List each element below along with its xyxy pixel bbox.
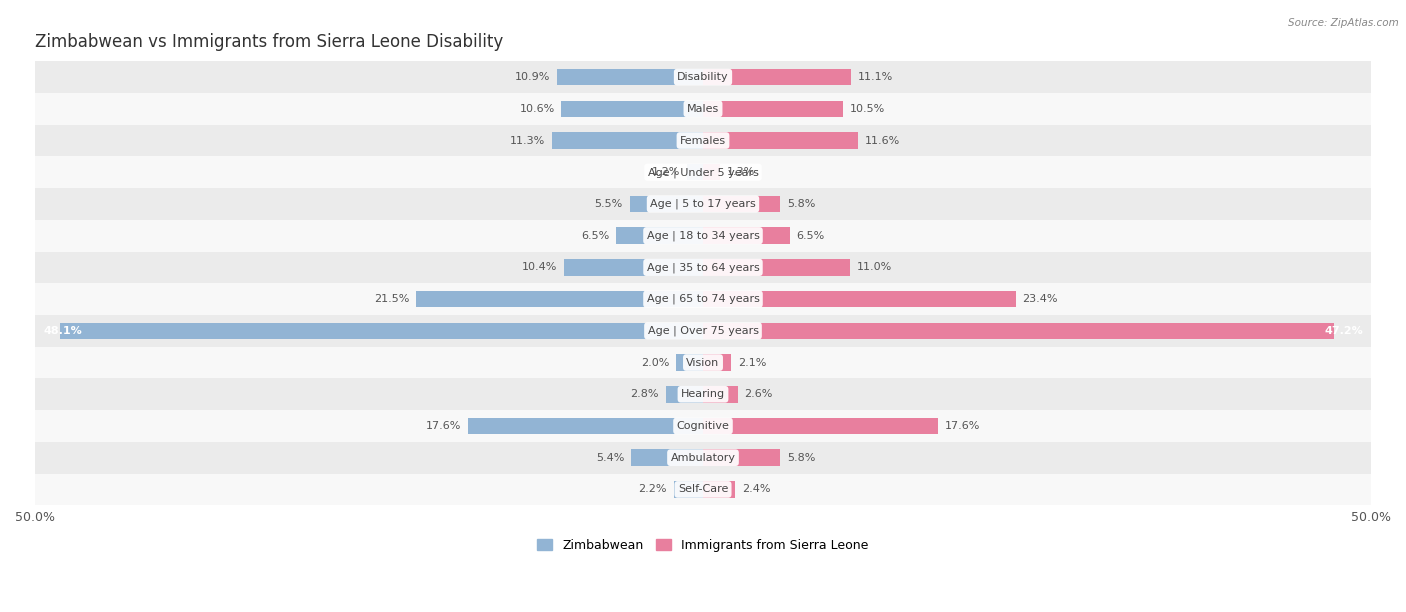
Bar xyxy=(665,386,703,403)
Text: 2.0%: 2.0% xyxy=(641,357,669,368)
Text: Age | 65 to 74 years: Age | 65 to 74 years xyxy=(647,294,759,304)
Bar xyxy=(35,474,1371,506)
Bar xyxy=(703,354,731,371)
Bar xyxy=(703,100,844,117)
Text: 23.4%: 23.4% xyxy=(1022,294,1057,304)
Text: 2.2%: 2.2% xyxy=(638,485,666,494)
Text: 5.4%: 5.4% xyxy=(596,453,624,463)
Text: 6.5%: 6.5% xyxy=(797,231,825,241)
Text: Self-Care: Self-Care xyxy=(678,485,728,494)
Bar xyxy=(468,418,703,435)
Bar xyxy=(703,323,1334,339)
Text: 6.5%: 6.5% xyxy=(581,231,609,241)
Bar xyxy=(703,69,851,85)
Bar xyxy=(35,442,1371,474)
Text: 5.5%: 5.5% xyxy=(595,199,623,209)
Text: 11.0%: 11.0% xyxy=(856,263,891,272)
Text: 1.2%: 1.2% xyxy=(652,167,681,177)
Bar xyxy=(553,132,703,149)
Text: 11.3%: 11.3% xyxy=(510,135,546,146)
Bar xyxy=(703,481,735,498)
Bar xyxy=(703,418,938,435)
Text: 10.9%: 10.9% xyxy=(516,72,551,82)
Text: 5.8%: 5.8% xyxy=(787,199,815,209)
Bar xyxy=(564,259,703,275)
Text: 5.8%: 5.8% xyxy=(787,453,815,463)
Text: 11.1%: 11.1% xyxy=(858,72,893,82)
Text: 1.3%: 1.3% xyxy=(727,167,755,177)
Text: 47.2%: 47.2% xyxy=(1324,326,1362,336)
Bar xyxy=(703,196,780,212)
Bar xyxy=(60,323,703,339)
Text: 2.8%: 2.8% xyxy=(630,389,659,399)
Bar xyxy=(688,164,703,181)
Bar xyxy=(561,100,703,117)
Bar xyxy=(35,346,1371,378)
Text: 48.1%: 48.1% xyxy=(44,326,82,336)
Text: 2.1%: 2.1% xyxy=(738,357,766,368)
Bar xyxy=(35,157,1371,188)
Bar xyxy=(676,354,703,371)
Text: Ambulatory: Ambulatory xyxy=(671,453,735,463)
Bar xyxy=(35,61,1371,93)
Bar xyxy=(673,481,703,498)
Text: Age | Under 5 years: Age | Under 5 years xyxy=(648,167,758,177)
Text: 17.6%: 17.6% xyxy=(426,421,461,431)
Bar xyxy=(35,93,1371,125)
Text: Source: ZipAtlas.com: Source: ZipAtlas.com xyxy=(1288,18,1399,28)
Text: Zimbabwean vs Immigrants from Sierra Leone Disability: Zimbabwean vs Immigrants from Sierra Leo… xyxy=(35,34,503,51)
Text: 11.6%: 11.6% xyxy=(865,135,900,146)
Bar xyxy=(703,449,780,466)
Bar xyxy=(35,283,1371,315)
Bar xyxy=(557,69,703,85)
Bar xyxy=(35,220,1371,252)
Text: 2.6%: 2.6% xyxy=(744,389,773,399)
Bar xyxy=(35,188,1371,220)
Text: 2.4%: 2.4% xyxy=(742,485,770,494)
Bar xyxy=(35,410,1371,442)
Text: 17.6%: 17.6% xyxy=(945,421,980,431)
Text: Age | 5 to 17 years: Age | 5 to 17 years xyxy=(650,199,756,209)
Text: Cognitive: Cognitive xyxy=(676,421,730,431)
Bar xyxy=(630,196,703,212)
Bar xyxy=(616,228,703,244)
Bar xyxy=(416,291,703,307)
Text: 10.5%: 10.5% xyxy=(851,104,886,114)
Text: Hearing: Hearing xyxy=(681,389,725,399)
Text: Vision: Vision xyxy=(686,357,720,368)
Bar xyxy=(703,291,1015,307)
Text: 10.4%: 10.4% xyxy=(522,263,557,272)
Bar xyxy=(35,252,1371,283)
Bar xyxy=(703,132,858,149)
Bar xyxy=(35,378,1371,410)
Text: Age | Over 75 years: Age | Over 75 years xyxy=(648,326,758,336)
Text: Females: Females xyxy=(681,135,725,146)
Text: Males: Males xyxy=(688,104,718,114)
Text: 21.5%: 21.5% xyxy=(374,294,409,304)
Bar xyxy=(35,125,1371,157)
Bar xyxy=(703,164,720,181)
Text: Disability: Disability xyxy=(678,72,728,82)
Bar xyxy=(703,259,851,275)
Text: 10.6%: 10.6% xyxy=(519,104,555,114)
Bar xyxy=(35,315,1371,346)
Text: Age | 18 to 34 years: Age | 18 to 34 years xyxy=(647,231,759,241)
Text: Age | 35 to 64 years: Age | 35 to 64 years xyxy=(647,262,759,273)
Legend: Zimbabwean, Immigrants from Sierra Leone: Zimbabwean, Immigrants from Sierra Leone xyxy=(533,534,873,557)
Bar xyxy=(631,449,703,466)
Bar xyxy=(703,228,790,244)
Bar xyxy=(703,386,738,403)
